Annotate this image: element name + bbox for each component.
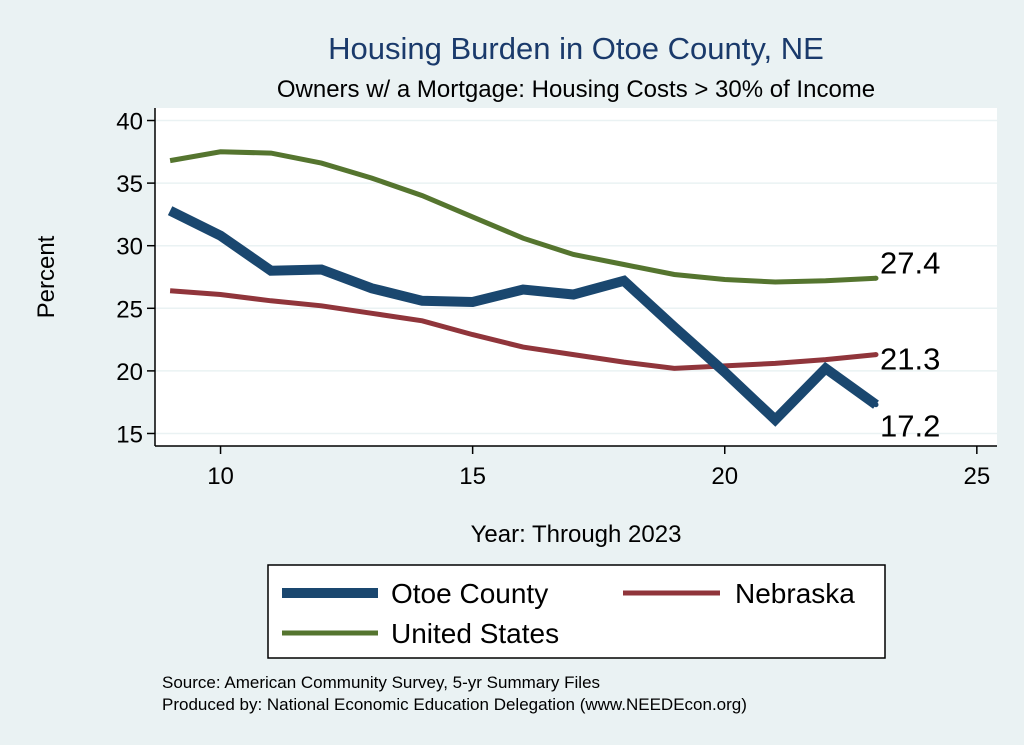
x-axis-label: Year: Through 2023 [471,521,682,548]
x-tick-label: 20 [711,463,738,490]
x-tick-label: 25 [963,463,990,490]
y-tick-label: 35 [116,171,143,198]
end-point-united-states [873,275,879,281]
y-ticks: 15 20 25 30 35 40 [116,109,155,448]
grid-lines [155,119,997,435]
chart-subtitle: Owners w/ a Mortgage: Housing Costs > 30… [277,76,875,103]
legend-label-united-states: United States [391,618,559,649]
series-lines [167,149,879,427]
legend-box [267,564,886,659]
y-tick-label: 30 [116,234,143,261]
series-line-nebraska [169,288,877,371]
end-point-nebraska [873,352,879,358]
legend: Otoe County Nebraska United States [282,578,855,649]
y-axis-label: Percent [33,235,60,318]
end-labels: 17.2 21.3 27.4 [880,245,940,443]
legend-label-otoe-county: Otoe County [391,578,548,609]
producer-note: Produced by: National Economic Education… [162,695,747,714]
end-label-united-states: 27.4 [880,245,940,280]
end-label-nebraska: 21.3 [880,342,940,377]
x-tick-label: 15 [459,463,486,490]
y-tick-label: 20 [116,359,143,386]
end-label-otoe-county: 17.2 [880,409,940,444]
series-line-united-states [169,149,877,285]
series-line-otoe-county [167,206,879,427]
chart-title: Housing Burden in Otoe County, NE [328,31,824,66]
x-ticks: 10 15 20 25 [207,446,990,490]
y-tick-label: 40 [116,109,143,136]
x-tick-label: 10 [207,463,234,490]
source-note: Source: American Community Survey, 5-yr … [162,673,600,692]
legend-label-nebraska: Nebraska [735,578,855,609]
y-tick-label: 15 [116,421,143,448]
y-tick-label: 25 [116,296,143,323]
end-point-otoe-county [873,402,879,408]
